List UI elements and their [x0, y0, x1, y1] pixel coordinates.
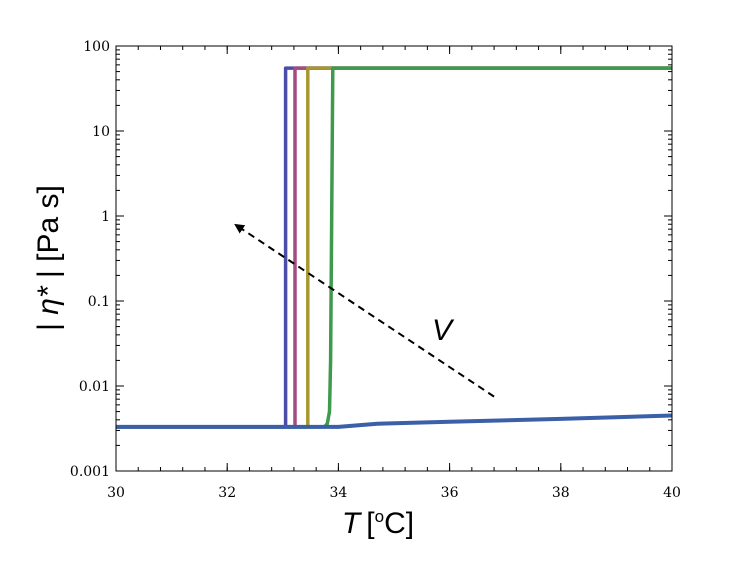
x-axis-unit-sup: o — [375, 507, 384, 526]
y-tick-label: 0.01 — [79, 379, 110, 395]
series-line-5 — [116, 413, 673, 429]
x-axis-variable: T — [342, 507, 363, 540]
y-axis-prefix: | — [32, 315, 65, 331]
x-tick-label: 30 — [107, 485, 125, 501]
axis-ticks: 30 32 34 36 38 40 0.001 0.01 0.1 1 10 100 — [70, 39, 681, 501]
series-line-3 — [116, 66, 672, 429]
x-tick-label: 40 — [663, 485, 681, 501]
plot-area — [115, 45, 673, 472]
x-tick-label: 34 — [329, 485, 347, 501]
y-tick-label: 0.001 — [70, 464, 110, 480]
y-axis-variable: η* — [32, 285, 65, 315]
annotation-arrow — [234, 223, 495, 398]
x-tick-label: 32 — [218, 485, 236, 501]
y-tick-label: 10 — [92, 124, 110, 140]
y-tick-label: 0.1 — [88, 294, 110, 310]
y-axis-title: | η* | [Pa s] — [32, 185, 65, 331]
x-tick-label: 36 — [441, 485, 459, 501]
y-axis-suffix: | [Pa s] — [32, 185, 65, 286]
annotation-label: V — [432, 314, 455, 347]
x-axis-unit-close: C] — [384, 507, 414, 540]
x-tick-label: 38 — [552, 485, 570, 501]
series-layer — [116, 66, 673, 429]
y-tick-label: 1 — [101, 209, 110, 225]
x-axis-title: T [oC] — [342, 507, 414, 540]
series-line-2 — [116, 66, 672, 429]
x-axis-unit-open: [ — [366, 507, 375, 540]
series-line-4 — [116, 66, 672, 429]
y-tick-label: 100 — [83, 39, 110, 55]
series-line-1 — [116, 66, 672, 429]
